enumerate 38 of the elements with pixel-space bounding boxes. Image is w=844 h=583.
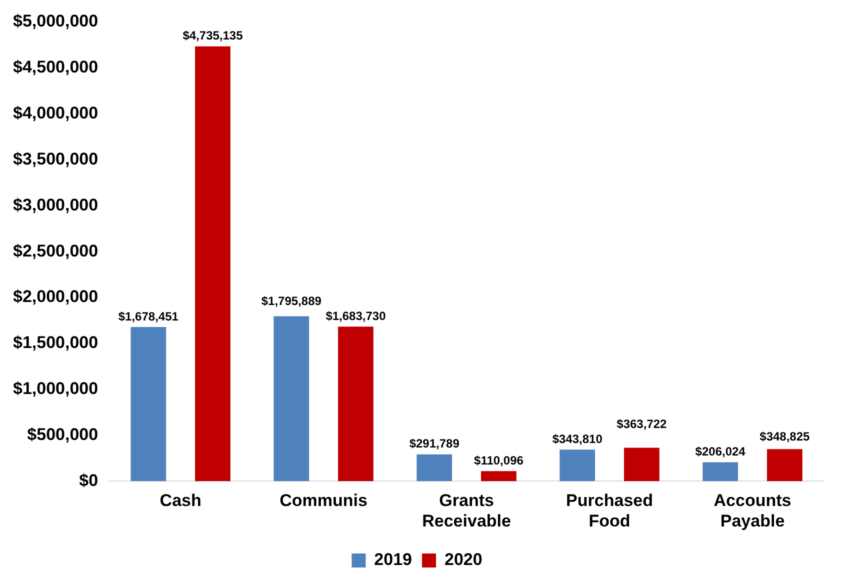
y-tick-label: $4,000,000: [12, 104, 98, 123]
bar: [274, 316, 310, 482]
y-tick-label: $0: [79, 470, 98, 490]
y-tick-label: $3,500,000: [12, 149, 98, 168]
x-tick-label: Accounts Payable: [714, 491, 792, 530]
legend-label: 2019: [374, 550, 412, 570]
legend-label: 2020: [444, 550, 482, 570]
bar: [338, 326, 374, 482]
bar: [416, 454, 452, 482]
y-tick-label: $1,500,000: [12, 333, 98, 352]
y-tick-label: $3,000,000: [12, 195, 98, 214]
x-tick-label: Purchased Food: [566, 491, 653, 530]
text: $110,096: [474, 453, 524, 468]
bar: [560, 450, 596, 482]
y-tick-label: $1,000,000: [12, 379, 98, 398]
y-tick-label: $4,500,000: [12, 58, 98, 77]
x-tick-label: Grants Receivable: [422, 491, 511, 530]
bar: [130, 327, 166, 482]
bar: [624, 448, 660, 482]
bar: [702, 462, 738, 482]
text: $363,722: [616, 416, 667, 431]
x-tick-label: Communis: [280, 491, 368, 510]
text: $291,789: [409, 436, 460, 451]
text: $1,678,451: [118, 309, 178, 324]
bar: [766, 449, 802, 482]
y-tick-label: $2,000,000: [12, 287, 98, 306]
y-tick-label: $5,000,000: [12, 12, 98, 31]
bar: [195, 46, 230, 482]
text: $4,735,135: [182, 28, 243, 43]
bar: [481, 471, 516, 482]
x-tick-label: Cash: [160, 491, 202, 510]
text: $343,810: [552, 432, 602, 446]
text: $1,683,730: [326, 308, 386, 323]
text: $1,795,889: [261, 294, 322, 308]
text: $206,024: [695, 444, 746, 459]
y-tick-label: $500,000: [27, 424, 98, 444]
text: $348,825: [760, 430, 810, 444]
y-tick-label: $2,500,000: [12, 241, 98, 260]
